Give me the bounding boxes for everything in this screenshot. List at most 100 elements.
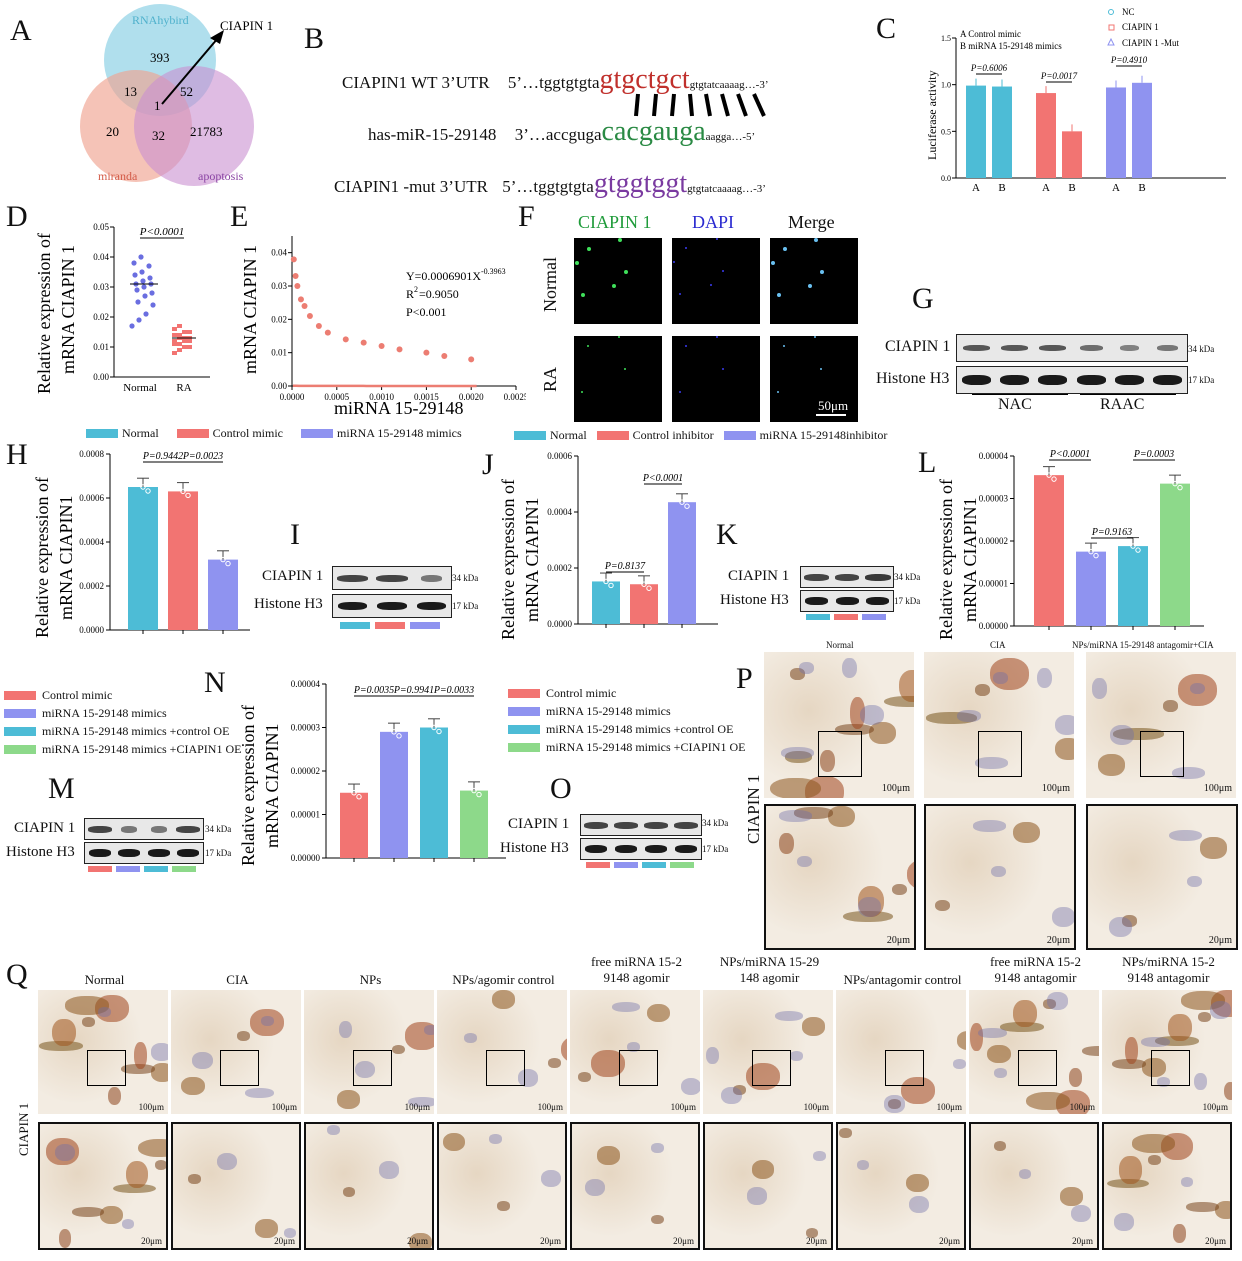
wb-m-size-17: 17 kDa — [205, 848, 232, 858]
if-spot — [716, 238, 718, 240]
chart-e-xtick-label-5: 0.0025 — [504, 392, 526, 402]
if-spot — [679, 293, 681, 295]
panel-label-g: G — [912, 282, 934, 315]
k1-band-1 — [834, 573, 860, 581]
chart-e-xtick-label-1: 0.0005 — [324, 392, 349, 402]
ihc-stain-brown — [901, 1076, 935, 1105]
wb-i-size-17: 17 kDa — [452, 601, 479, 611]
chart-c-bar-4 — [1106, 87, 1126, 178]
chart-e-ytick-label-1: 0.01 — [271, 348, 287, 358]
chart-d-normal-pt-12 — [147, 275, 153, 281]
ihc-stain-blue — [541, 1169, 562, 1188]
chart-j-ylabel2: mRNA CIAPIN1 — [522, 497, 542, 622]
wb-g-size-34: 34 kDa — [1188, 344, 1215, 354]
chart-e-xtick-label-3: 0.0015 — [414, 392, 439, 402]
ihc-stain-blue — [842, 657, 857, 679]
ihc-q-low-8: 100μm — [1102, 990, 1232, 1114]
ihc-stain-blue — [1018, 1168, 1032, 1179]
ihc-q-zoom-box — [220, 1049, 259, 1087]
ihc-stain-brown — [491, 990, 515, 1009]
if-spot — [722, 368, 724, 370]
wb-i-label-h3: Histone H3 — [254, 596, 323, 612]
ihc-stain-brown — [188, 1173, 201, 1184]
m2-band-0 — [88, 849, 111, 857]
k2-band-2 — [866, 597, 890, 605]
ihc-stain-blue — [973, 820, 1006, 832]
chart-d-ytick-label-4: 0.04 — [93, 252, 109, 262]
if-spot — [783, 247, 787, 251]
ihc-q-col-text: CIA — [226, 972, 249, 987]
chart-c-xlabel-2: A — [1042, 182, 1050, 194]
ihc-stain-blue — [1194, 1073, 1208, 1091]
ihc-q-col-text: NPs/agomir control — [452, 972, 555, 987]
ihc-stain-blue — [97, 1007, 111, 1018]
chart-d-ytick-label-3: 0.03 — [93, 282, 109, 292]
ihc-stain-blue — [680, 1078, 700, 1096]
chart-l-pt-0-0 — [1041, 468, 1047, 474]
chart-d-normal-pt-8 — [141, 284, 147, 290]
ihc-q-scale-bot: 20μm — [407, 1236, 428, 1246]
ihc-stain-brown — [151, 1063, 168, 1082]
ihc-stain-brown — [71, 1207, 105, 1217]
ihc-stain-blue — [1054, 714, 1074, 736]
ihc-stain-blue — [121, 1219, 135, 1230]
chart-e-pt-3 — [297, 296, 304, 303]
ihc-stain-brown — [560, 1035, 567, 1064]
ihc-stain-blue — [611, 1002, 641, 1013]
panel-label-b: B — [304, 22, 325, 55]
legend-m-3: miRNA 15-29148 mimics +CIAPIN1 OE — [42, 742, 242, 756]
chart-luciferase: Luciferase activity A Control mimic B mi… — [925, 7, 1226, 194]
ihc-p-col-cia: CIA — [990, 640, 1006, 650]
wb-k-label-h3: Histone H3 — [720, 592, 789, 608]
venn-arrow-label: CIAPIN 1 — [220, 18, 273, 33]
chart-e-r2-val: =0.9050 — [419, 287, 459, 301]
chart-h: Relative expression of mRNA CIAPIN1 0.00… — [32, 449, 250, 638]
ihc-stain-blue — [856, 1159, 870, 1170]
ihc-q-scale-bot: 20μm — [274, 1236, 295, 1246]
chart-l-bar-0 — [1034, 475, 1064, 626]
ihc-stain-brown — [590, 1049, 625, 1077]
chart-c-pval-1: P=0.0017 — [1040, 71, 1078, 81]
chart-h-pt-1-2 — [185, 492, 191, 499]
ihc-q-low-4: 100μm — [570, 990, 700, 1114]
ihc-q-col-8: NPs/miRNA 15-2 9148 antagomir — [1102, 954, 1235, 986]
chart-d-ytick-label-1: 0.01 — [93, 342, 109, 352]
chart-l-ylabel2: mRNA CIAPIN1 — [960, 497, 980, 622]
if-col-ciapin: CIAPIN 1 — [578, 212, 652, 232]
chart-l-pt-0-2 — [1051, 476, 1057, 482]
legend-c-1: CIAPIN 1 — [1122, 22, 1159, 32]
chart-n-pt-1-1 — [391, 729, 397, 735]
ihc-stain-brown — [65, 996, 110, 1015]
wb-i-lane-1 — [375, 622, 405, 629]
venn-count-32: 32 — [152, 128, 165, 143]
chart-n-pval-0: P=0.0035 — [353, 685, 394, 696]
chart-j: Relative expression of mRNA CIAPIN1 0.00… — [498, 451, 718, 640]
ihc-p-high-2: 20μm — [1086, 804, 1238, 950]
if-spot — [777, 391, 779, 393]
if-spot — [814, 238, 818, 242]
ihc-stain-brown — [990, 657, 1029, 690]
wb-g-bracket-nac — [972, 394, 1068, 395]
legend-h-1: Control mimic — [212, 426, 283, 440]
if-spot — [685, 345, 687, 347]
legend-j-swatch-0 — [514, 431, 546, 440]
venn-count-1: 1 — [154, 98, 161, 113]
ihc-stain-brown — [1148, 1155, 1161, 1165]
chart-e-pt-10 — [378, 343, 385, 349]
chart-d-ylabel1: Relative expression of — [34, 233, 54, 394]
ihc-stain-brown — [1043, 998, 1057, 1009]
legend-n-2: miRNA 15-29148 mimics +control OE — [546, 722, 734, 736]
ihc-q-low-2: 100μm — [304, 990, 434, 1114]
chart-n-ytick-label-3: 0.00003 — [291, 723, 321, 733]
wb-i-label-ciapin: CIAPIN 1 — [262, 568, 324, 584]
ihc-q-scale-top: 100μm — [271, 1102, 297, 1112]
ihc-q-col-text: NPs/antagomir control — [843, 972, 962, 987]
ihc-stain-brown — [1162, 700, 1178, 712]
legend-c-marker-2 — [1107, 37, 1115, 46]
wb-g-blot-ciapin — [956, 334, 1188, 362]
ihc-p-zoom-box — [818, 730, 862, 777]
ihc-q-col-6: NPs/antagomir control — [836, 972, 969, 988]
chart-e-pt-1 — [292, 273, 299, 279]
chart-h-ylabel2: mRNA CIAPIN1 — [56, 495, 76, 620]
if-spot — [612, 284, 616, 288]
